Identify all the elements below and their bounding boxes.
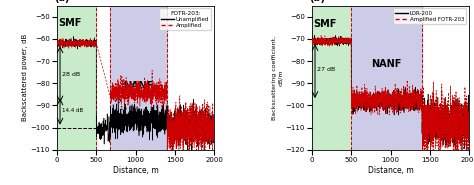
Legend: Unamplified, Amplified: Unamplified, Amplified — [159, 8, 211, 30]
Y-axis label: Backscattering coefficient,
dB/m: Backscattering coefficient, dB/m — [272, 36, 283, 120]
Bar — [351, 6, 422, 150]
Text: 27 dB: 27 dB — [317, 67, 335, 73]
Text: 28 dB: 28 dB — [62, 72, 80, 77]
X-axis label: Distance, m: Distance, m — [368, 166, 413, 175]
Text: SMF: SMF — [313, 19, 336, 29]
Bar — [110, 6, 167, 150]
Text: NANF: NANF — [124, 81, 154, 91]
Legend: LOR-200, Amplified FOTR-203: LOR-200, Amplified FOTR-203 — [393, 8, 466, 24]
X-axis label: Distance, m: Distance, m — [113, 166, 158, 175]
Bar — [312, 6, 351, 150]
Y-axis label: Backscattered power, dB: Backscattered power, dB — [22, 34, 28, 121]
Text: SMF: SMF — [58, 18, 81, 28]
Text: (b): (b) — [309, 0, 325, 3]
Text: 14.4 dB: 14.4 dB — [62, 108, 83, 114]
Text: 15 dB: 15 dB — [120, 106, 136, 111]
Text: (a): (a) — [54, 0, 69, 3]
Text: NANF: NANF — [372, 59, 402, 69]
Bar — [57, 6, 96, 150]
